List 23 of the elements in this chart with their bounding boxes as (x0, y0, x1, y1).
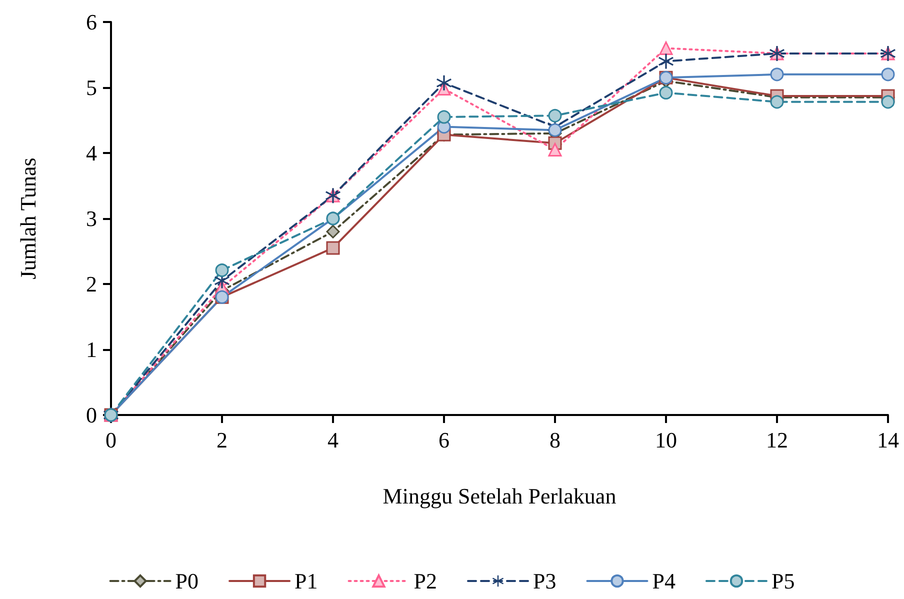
y-tick-label: 3 (86, 206, 97, 231)
y-axis-title: Jumlah Tunas (16, 158, 40, 280)
legend-label: P3 (533, 568, 556, 594)
x-tick-label: 6 (438, 428, 450, 452)
x-tick-label: 8 (550, 428, 560, 452)
x-tick-label: 0 (106, 428, 116, 452)
legend-label: P5 (771, 568, 795, 594)
x-tick-label: 10 (655, 428, 677, 452)
y-tick-label: 5 (86, 75, 97, 100)
legend-label: P4 (652, 568, 676, 594)
x-tick-label: 4 (328, 428, 338, 452)
x-axis-title: Minggu Setelah Perlakuan (382, 484, 616, 508)
y-tick-label: 2 (86, 272, 97, 296)
y-tick-label: 1 (86, 337, 97, 362)
legend-label: P0 (175, 568, 199, 594)
legend-label: P2 (414, 568, 438, 594)
legend-label: P1 (294, 568, 318, 594)
x-tick-label: 2 (216, 428, 228, 452)
x-tick-label: 12 (766, 428, 788, 452)
y-tick-label: 0 (86, 402, 97, 428)
x-tick-label: 14 (877, 428, 899, 452)
y-tick-label: 6 (86, 10, 97, 34)
y-tick-label: 4 (86, 140, 97, 166)
